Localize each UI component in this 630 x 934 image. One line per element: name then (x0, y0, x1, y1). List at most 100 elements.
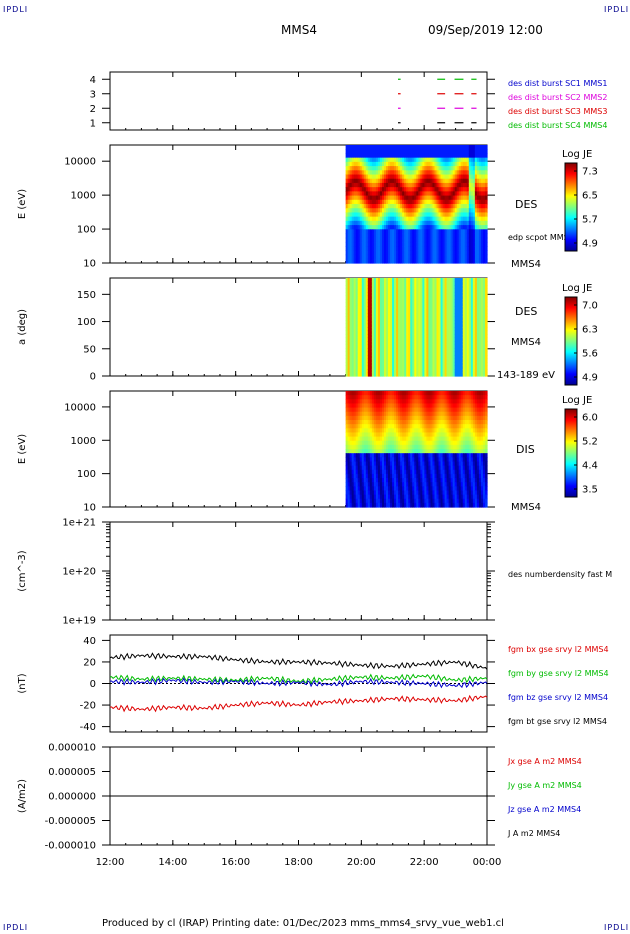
des-pitch-cell (420, 348, 423, 353)
des-energy-cell (347, 258, 351, 264)
dis-energy-cell (388, 432, 391, 438)
dis-energy-cell (353, 457, 357, 463)
des-energy-cell (400, 237, 403, 243)
des-energy-cell (394, 229, 397, 235)
dis-energy-cell (367, 502, 371, 508)
des-pitch-cell (416, 344, 419, 349)
des-pitch-cell (394, 372, 397, 377)
des-energy-cell (482, 241, 486, 247)
des-energy-cell (432, 182, 436, 188)
des-pitch-cell (482, 362, 486, 367)
dis-energy-cell (390, 461, 393, 467)
des-pitch-cell (414, 309, 417, 314)
des-pitch-cell (440, 288, 444, 293)
des-energy-cell (444, 237, 448, 243)
dis-energy-cell (359, 411, 363, 417)
des-pitch-cell (383, 316, 387, 321)
des-pitch-cell (353, 369, 357, 374)
des-energy-cell (450, 195, 454, 201)
des-energy-cell (470, 258, 474, 264)
des-pitch-cell (434, 369, 438, 374)
des-pitch-cell (428, 323, 432, 328)
des-pitch-cell (400, 299, 403, 304)
des-pitch-cell (454, 281, 458, 286)
des-pitch-cell (476, 278, 480, 283)
dis-energy-cell (386, 440, 389, 446)
des-energy-title: DES (515, 198, 538, 211)
des-energy-cell (464, 250, 468, 256)
des-pitch-cell (398, 313, 401, 318)
des-pitch-cell (458, 348, 462, 353)
dis-energy-cell (351, 457, 355, 463)
des-pitch-cell (420, 344, 423, 349)
des-pitch-cell (446, 285, 450, 290)
des-pitch-cell (381, 295, 385, 300)
des-energy-cell (442, 246, 446, 251)
des-energy-cell (383, 161, 387, 167)
des-energy-cell (408, 204, 411, 209)
des-pitch-cell (474, 323, 478, 328)
des-energy-cell (355, 208, 359, 214)
des-energy-cell (446, 241, 450, 247)
des-energy-cell (470, 233, 474, 239)
des-pitch-cell (390, 306, 393, 311)
des-energy-cell (476, 237, 480, 243)
des-energy-cell (345, 237, 349, 243)
des-pitch-cell (450, 344, 454, 349)
des-pitch-cell (377, 348, 381, 353)
dis-energy-cell (351, 407, 355, 413)
des-energy-cell (474, 187, 478, 192)
des-energy-cell (383, 166, 387, 171)
des-energy-cell (418, 166, 421, 171)
des-energy-cell (345, 161, 349, 167)
des-pitch-cell (369, 341, 373, 346)
des-energy-cell (410, 246, 413, 251)
des-energy-cell (406, 254, 409, 260)
dis-energy-cell (345, 465, 349, 471)
dis-energy-cell (363, 415, 367, 421)
spacecraft-title: MMS4 (281, 23, 317, 37)
des-energy-cell (484, 212, 488, 218)
des-pitch-cell (464, 337, 468, 342)
dis-energy-cell (347, 449, 351, 454)
des-pitch-cell (400, 358, 403, 363)
des-pitch-cell (412, 309, 415, 314)
des-energy-cell (462, 246, 466, 251)
des-energy-cell (381, 237, 385, 243)
des-pitch-cell (464, 285, 468, 290)
des-energy-cell (446, 178, 450, 184)
des-pitch-cell (351, 299, 355, 304)
des-energy-cell (404, 237, 407, 243)
des-pitch-cell (363, 327, 367, 332)
des-pitch-cell (470, 302, 474, 307)
des-pitch-tick-label: 0 (90, 372, 96, 383)
des-energy-cell (349, 229, 353, 235)
des-pitch-cell (444, 365, 448, 370)
des-energy-cell (438, 174, 442, 180)
dis-energy-cell (373, 420, 377, 425)
des-pitch-cell (371, 344, 375, 349)
des-energy-cell (371, 182, 375, 188)
des-energy-cell (480, 166, 484, 171)
des-pitch-cell (444, 285, 448, 290)
des-pitch-cell (406, 362, 409, 367)
dis-energy-cell (349, 473, 353, 479)
des-energy-cell (353, 153, 357, 159)
des-pitch-cell (414, 334, 417, 339)
des-pitch-cell (345, 288, 349, 293)
des-pitch-cell (377, 285, 381, 290)
des-energy-cell (361, 258, 365, 264)
des-pitch-cell (424, 337, 428, 342)
des-energy-cell (371, 208, 375, 214)
des-pitch-cell (390, 309, 393, 314)
des-energy-cell (363, 153, 367, 159)
des-energy-cell (357, 204, 361, 209)
des-pitch-cell (379, 365, 383, 370)
des-pitch-cell (355, 278, 359, 283)
des-energy-cell (414, 254, 417, 260)
des-pitch-cell (452, 365, 456, 370)
dis-energy-cell (377, 440, 381, 446)
des-energy-cell (444, 149, 448, 155)
des-pitch-cell (414, 351, 417, 356)
des-energy-cell (442, 225, 446, 230)
